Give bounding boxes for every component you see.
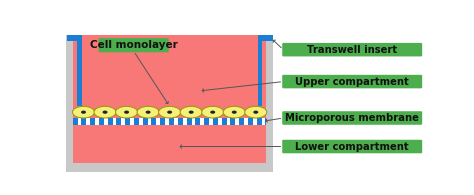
- Bar: [227, 118, 230, 125]
- Ellipse shape: [232, 111, 237, 114]
- Bar: [148, 118, 152, 125]
- Bar: [139, 118, 143, 125]
- Ellipse shape: [102, 111, 108, 114]
- Bar: [218, 118, 221, 125]
- Bar: [262, 118, 265, 125]
- FancyBboxPatch shape: [282, 75, 422, 88]
- Bar: [73, 35, 266, 163]
- Ellipse shape: [146, 111, 151, 114]
- Ellipse shape: [223, 106, 245, 118]
- FancyBboxPatch shape: [282, 111, 422, 125]
- Bar: [66, 35, 82, 41]
- Bar: [201, 118, 204, 125]
- Ellipse shape: [189, 111, 194, 114]
- Ellipse shape: [116, 106, 137, 118]
- Bar: [78, 118, 82, 125]
- Ellipse shape: [210, 111, 215, 114]
- Ellipse shape: [245, 106, 267, 118]
- Text: Microporous membrane: Microporous membrane: [285, 113, 419, 123]
- Bar: [95, 118, 99, 125]
- Ellipse shape: [180, 106, 202, 118]
- Bar: [191, 118, 195, 125]
- FancyBboxPatch shape: [99, 38, 169, 52]
- Bar: [209, 118, 213, 125]
- Bar: [73, 118, 266, 125]
- Bar: [244, 118, 248, 125]
- Ellipse shape: [159, 106, 181, 118]
- Ellipse shape: [253, 111, 258, 114]
- Bar: [258, 35, 273, 41]
- Bar: [174, 118, 178, 125]
- Ellipse shape: [81, 111, 86, 114]
- Bar: [77, 35, 82, 106]
- Text: Cell monolayer: Cell monolayer: [90, 40, 178, 50]
- Bar: [86, 118, 90, 125]
- FancyBboxPatch shape: [282, 43, 422, 56]
- Bar: [66, 35, 273, 172]
- Bar: [258, 35, 263, 106]
- Bar: [73, 35, 266, 163]
- Bar: [253, 118, 256, 125]
- Bar: [113, 118, 117, 125]
- Ellipse shape: [73, 106, 94, 118]
- Bar: [130, 118, 134, 125]
- FancyBboxPatch shape: [282, 140, 422, 153]
- Bar: [104, 118, 108, 125]
- Ellipse shape: [94, 106, 116, 118]
- Text: Transwell insert: Transwell insert: [307, 45, 397, 55]
- Ellipse shape: [124, 111, 129, 114]
- Ellipse shape: [167, 111, 172, 114]
- Text: Lower compartment: Lower compartment: [295, 142, 409, 152]
- Ellipse shape: [137, 106, 159, 118]
- Bar: [183, 118, 186, 125]
- Ellipse shape: [202, 106, 224, 118]
- Bar: [156, 118, 160, 125]
- Text: Upper compartment: Upper compartment: [295, 77, 409, 87]
- Bar: [121, 118, 125, 125]
- Bar: [236, 118, 239, 125]
- Bar: [165, 118, 169, 125]
